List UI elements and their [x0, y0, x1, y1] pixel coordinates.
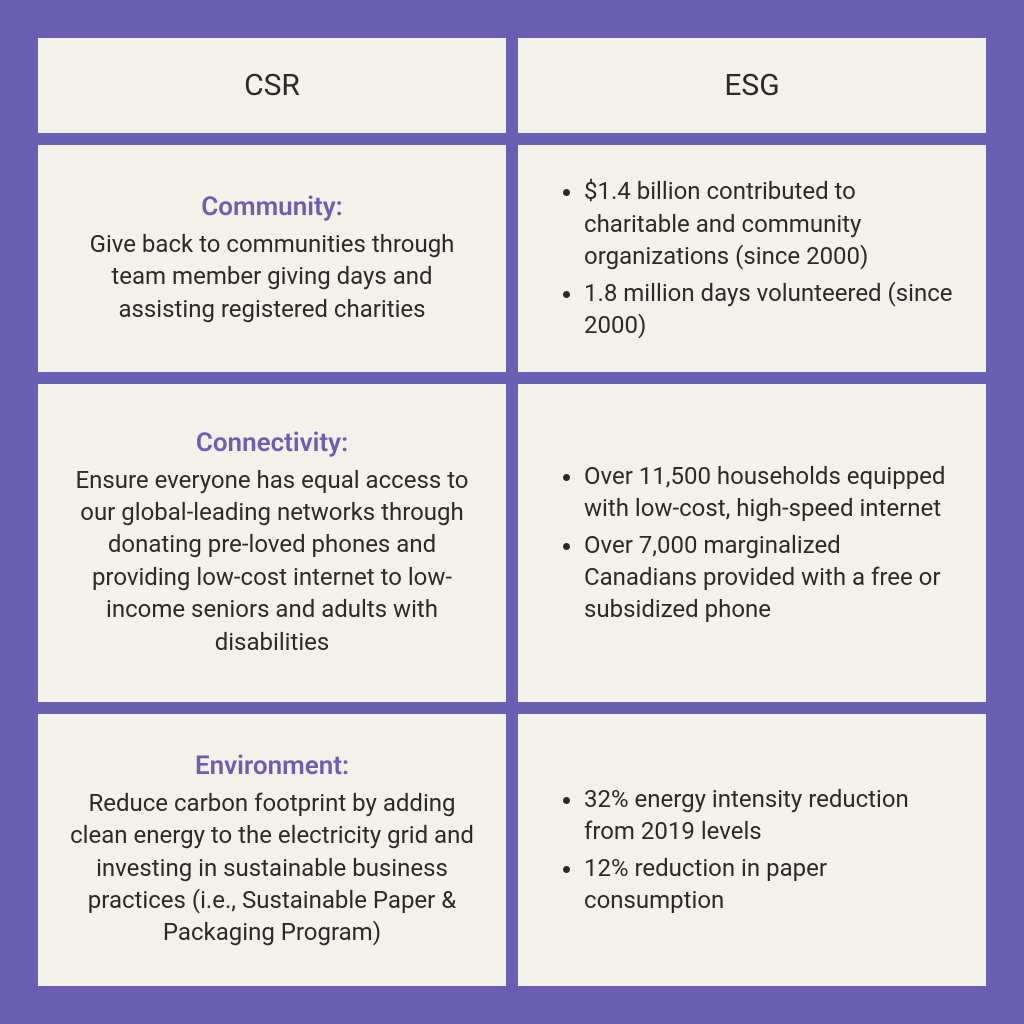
- community-bullets: $1.4 billion contributed to charitable a…: [548, 171, 956, 345]
- list-item: Over 7,000 marginalized Canadians provid…: [584, 529, 956, 626]
- header-csr-text: CSR: [244, 68, 300, 103]
- header-esg: ESG: [518, 38, 986, 133]
- list-item: 1.8 million days volunteered (since 2000…: [584, 277, 956, 342]
- header-csr: CSR: [38, 38, 506, 133]
- community-body: Give back to communities through team me…: [68, 228, 476, 325]
- list-item: Over 11,500 households equipped with low…: [584, 460, 956, 525]
- csr-connectivity: Connectivity: Ensure everyone has equal …: [38, 384, 506, 702]
- csr-community: Community: Give back to communities thro…: [38, 145, 506, 372]
- environment-body: Reduce carbon footprint by adding clean …: [68, 787, 476, 949]
- esg-community: $1.4 billion contributed to charitable a…: [518, 145, 986, 372]
- csr-environment: Environment: Reduce carbon footprint by …: [38, 714, 506, 986]
- connectivity-body: Ensure everyone has equal access to our …: [68, 464, 476, 658]
- esg-connectivity: Over 11,500 households equipped with low…: [518, 384, 986, 702]
- connectivity-title: Connectivity:: [196, 428, 348, 458]
- list-item: 32% energy intensity reduction from 2019…: [584, 783, 956, 848]
- esg-environment: 32% energy intensity reduction from 2019…: [518, 714, 986, 986]
- header-esg-text: ESG: [724, 68, 779, 103]
- comparison-table: CSR ESG Community: Give back to communit…: [38, 38, 986, 986]
- community-title: Community:: [201, 192, 342, 222]
- environment-bullets: 32% energy intensity reduction from 2019…: [548, 779, 956, 921]
- environment-title: Environment:: [195, 751, 349, 781]
- connectivity-bullets: Over 11,500 households equipped with low…: [548, 456, 956, 630]
- list-item: $1.4 billion contributed to charitable a…: [584, 175, 956, 272]
- list-item: 12% reduction in paper consumption: [584, 852, 956, 917]
